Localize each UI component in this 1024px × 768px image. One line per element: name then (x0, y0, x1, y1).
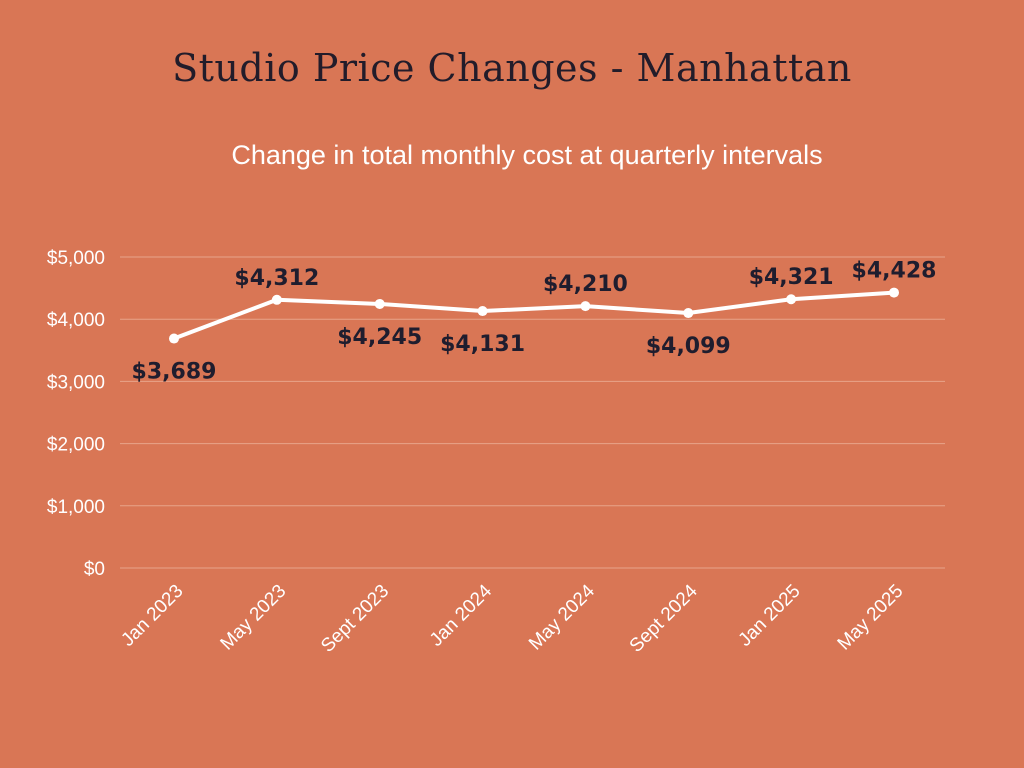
chart-title: Studio Price Changes - Manhattan (172, 46, 852, 90)
data-label: $4,245 (337, 325, 422, 350)
data-point (374, 298, 385, 309)
y-tick-label: $0 (84, 559, 105, 580)
data-point (683, 308, 694, 319)
data-point (889, 287, 899, 298)
data-label: $4,321 (749, 265, 834, 290)
series-line (172, 290, 896, 341)
series-layer (169, 287, 899, 344)
x-tick-label: Jan 2024 (426, 580, 496, 650)
y-tick-label: $3,000 (47, 372, 105, 393)
x-tick-label: May 2024 (525, 580, 599, 654)
y-tick-label: $2,000 (47, 435, 105, 456)
data-point (169, 333, 179, 344)
x-tick-label: May 2023 (217, 581, 291, 655)
data-labels: $3,689 $4,312 $4,245 $4,131 $4,210 $4,099 $4,3… (132, 259, 937, 385)
gridlines (120, 256, 945, 569)
data-label: $3,689 (132, 360, 217, 385)
data-point (271, 294, 282, 305)
data-label: $4,312 (234, 266, 319, 291)
x-tick-label: Jan 2023 (117, 581, 187, 651)
y-tick-label: $4,000 (47, 310, 105, 331)
y-axis-ticks: $0 $1,000 $2,000 $3,000 $4,000 $5,000 (47, 248, 105, 580)
x-tick-label: Sept 2024 (626, 580, 702, 656)
chart-subtitle: Change in total monthly cost at quarterl… (231, 140, 823, 170)
x-tick-label: Jan 2025 (735, 581, 805, 651)
y-tick-label: $5,000 (47, 248, 105, 269)
y-tick-label: $1,000 (47, 497, 105, 518)
x-tick-label: Sept 2023 (317, 581, 393, 657)
data-point (477, 306, 488, 317)
data-label: $4,131 (440, 332, 525, 357)
data-label: $4,210 (543, 272, 628, 297)
data-label: $4,099 (646, 334, 731, 359)
x-axis-ticks: Jan 2023 May 2023 Sept 2023 Jan 2024 May 202… (117, 580, 907, 656)
x-tick-label: May 2025 (834, 581, 908, 655)
data-label: $4,428 (852, 259, 937, 284)
data-point (580, 301, 591, 312)
data-point (786, 294, 797, 305)
